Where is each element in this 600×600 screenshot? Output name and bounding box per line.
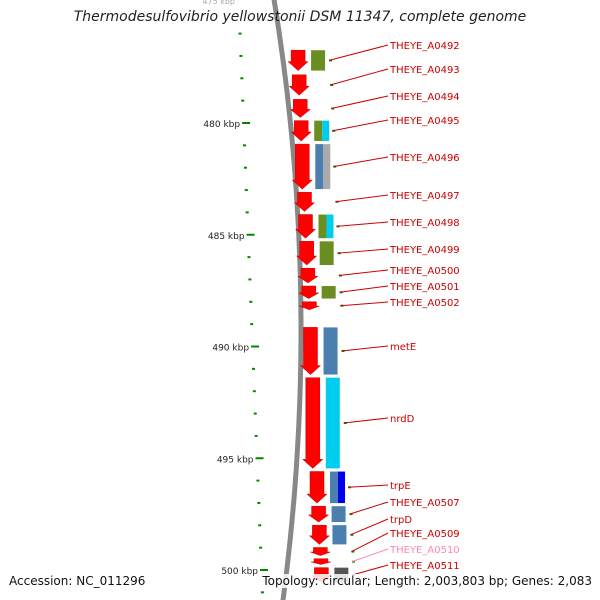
gene-arrow [299, 301, 320, 310]
label-connector [349, 501, 389, 515]
gene-arrow [302, 377, 324, 469]
ruler-labels: 480 kbp 485 kbp 490 kbp 495 kbp 500 kbp 475 k… [202, 0, 258, 577]
label-connector [350, 518, 389, 536]
label-connector [337, 248, 389, 254]
cog-bar [311, 50, 326, 71]
gene-label: THEYE_A0493 [389, 65, 460, 76]
gene-label: THEYE_A0509 [389, 529, 460, 540]
label-connector [339, 285, 389, 293]
gene-label: THEYE_A0499 [389, 245, 460, 256]
gene-arrow [307, 505, 330, 523]
gene-arrow [299, 327, 322, 375]
label-connector [332, 119, 389, 132]
cog-bar [338, 471, 346, 504]
ruler-label: 490 kbp [212, 344, 249, 354]
backbone-arc [271, 0, 304, 600]
gene-label: THEYE_A0510 [389, 545, 460, 556]
gene-arrow [296, 241, 318, 266]
label-connector [340, 301, 389, 307]
cog-bar [318, 214, 327, 239]
gene-arrow [297, 267, 319, 284]
gene-label: THEYE_A0495 [389, 116, 460, 127]
gene-arrow [288, 74, 310, 96]
label-connector [335, 194, 389, 203]
cog-bar [325, 377, 340, 469]
gene-arrow [297, 285, 320, 299]
cog-bar [331, 506, 346, 523]
ruler-label: 480 kbp [203, 120, 240, 130]
gene-track [287, 49, 333, 583]
cog-bar [314, 120, 323, 141]
gene-label: metE [390, 342, 416, 353]
ruler-label: 495 kbp [217, 455, 254, 465]
cog-bar [332, 525, 347, 545]
gene-label: THEYE_A0497 [389, 191, 460, 202]
label-connector [333, 156, 389, 168]
label-connector [330, 68, 389, 86]
gene-label: THEYE_A0500 [389, 266, 460, 277]
gene-labels: THEYE_A0492 THEYE_A0493 THEYE_A0494 THEYE_A… [328, 41, 460, 576]
label-connector [352, 564, 389, 576]
ruler-label: 500 kbp [221, 567, 258, 577]
cog-bar [322, 120, 330, 141]
gene-arrow [294, 214, 317, 239]
gene-arrow [287, 49, 309, 71]
accession-label: Accession: NC_011296 [7, 574, 148, 588]
label-connector [336, 221, 389, 227]
gene-label: THEYE_A0507 [389, 498, 460, 509]
label-connector [351, 532, 389, 553]
ruler-ticks [238, 32, 268, 594]
gene-arrow [310, 558, 332, 565]
cog-bar [321, 286, 336, 299]
cog-bar [319, 241, 334, 266]
gene-arrow [308, 524, 331, 545]
label-connector [351, 548, 389, 563]
cog-track [311, 50, 356, 583]
cog-bar [330, 471, 339, 504]
genome-summary: Topology: circular; Length: 2,003,803 bp… [260, 574, 594, 588]
cog-bar [315, 144, 324, 190]
ruler-label: 485 kbp [208, 232, 245, 242]
gene-label: trpD [390, 515, 412, 526]
label-connector [331, 95, 389, 109]
ruler-label-partial: 475 kbp [202, 0, 235, 6]
label-connector [338, 269, 389, 277]
cog-bar [323, 327, 338, 375]
gene-arrow [310, 547, 331, 556]
gene-label: trpE [390, 481, 411, 492]
gene-label: nrdD [390, 414, 415, 425]
gene-label: THEYE_A0502 [389, 298, 460, 309]
cog-bar [323, 144, 331, 190]
map-title: Thermodesulfovibrio yellowstonii DSM 113… [73, 9, 527, 25]
gene-label: THEYE_A0498 [389, 218, 460, 229]
label-connector [328, 44, 389, 61]
gene-arrow [290, 120, 312, 142]
gene-arrow [293, 191, 316, 212]
label-connector [341, 345, 389, 352]
gene-label: THEYE_A0511 [389, 561, 460, 572]
gene-label: THEYE_A0496 [389, 153, 460, 164]
gene-arrow [291, 143, 313, 190]
gene-label: THEYE_A0501 [389, 282, 460, 293]
label-connector [343, 417, 389, 424]
gene-label: THEYE_A0492 [389, 41, 460, 52]
gene-arrow [289, 99, 312, 118]
label-connector [348, 484, 389, 488]
cog-bar [326, 214, 334, 239]
gene-label: THEYE_A0494 [389, 92, 460, 103]
gene-arrow [306, 471, 328, 504]
